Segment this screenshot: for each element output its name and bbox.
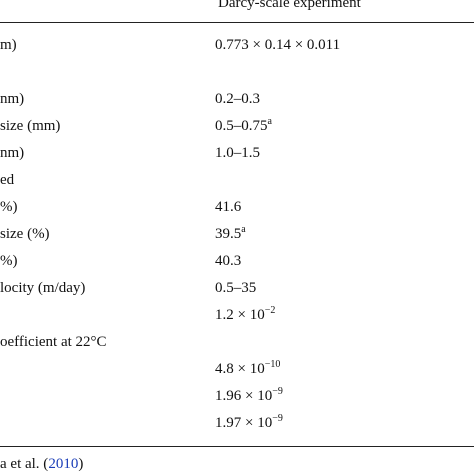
table-header: Darcy-scale experiment xyxy=(218,0,361,11)
header-rule xyxy=(0,22,474,23)
row-value-superscript: −2 xyxy=(264,305,276,316)
row-value: 4.8 × 10−10 xyxy=(215,359,281,380)
bottom-rule xyxy=(0,446,474,447)
row-value-text: 0.5–0.75 xyxy=(215,118,268,134)
row-value: 0.5–0.75a xyxy=(215,116,272,137)
row-value: 39.5a xyxy=(215,224,246,245)
row-value-text: 0.773 × 0.14 × 0.011 xyxy=(215,37,341,53)
row-label: locity (m/day) xyxy=(0,280,86,296)
row-value-superscript: −9 xyxy=(272,386,283,397)
citation-prefix: a et al. ( xyxy=(0,456,49,472)
row-value-superscript: −10 xyxy=(264,359,281,370)
row-value-superscript: a xyxy=(241,224,246,235)
row-value-superscript: −9 xyxy=(272,413,283,424)
row-value-text: 1.2 × 10 xyxy=(215,307,265,323)
row-label: oefficient at 22°C xyxy=(0,334,107,350)
row-value: 40.3 xyxy=(215,252,241,272)
row-value-text: 1.97 × 10 xyxy=(215,415,273,431)
row-value: 1.97 × 10−9 xyxy=(215,413,283,434)
row-label: %) xyxy=(0,253,18,269)
row-label: %) xyxy=(0,199,18,215)
row-label: ed xyxy=(0,172,15,188)
row-value: 0.2–0.3 xyxy=(215,90,260,110)
row-value: 0.773 × 0.14 × 0.011 xyxy=(215,36,340,56)
row-label: nm) xyxy=(0,145,25,161)
row-value-text: 40.3 xyxy=(215,253,242,269)
row-value: 1.2 × 10−2 xyxy=(215,305,276,326)
row-label: nm) xyxy=(0,91,25,107)
row-value-text: 41.6 xyxy=(215,199,242,215)
row-value-text: 1.96 × 10 xyxy=(215,388,273,404)
row-value: 41.6 xyxy=(215,198,241,218)
row-label: size (%) xyxy=(0,226,50,242)
row-value: 1.96 × 10−9 xyxy=(215,386,283,407)
row-value-text: 0.2–0.3 xyxy=(215,91,260,107)
row-value-superscript: a xyxy=(267,116,272,127)
row-value-text: 1.0–1.5 xyxy=(215,145,260,161)
row-label: size (mm) xyxy=(0,118,61,134)
row-value-text: 4.8 × 10 xyxy=(215,361,265,377)
row-value: 0.5–35 xyxy=(215,279,256,299)
row-value-text: 39.5 xyxy=(215,226,242,242)
citation-year[interactable]: 2010 xyxy=(48,456,79,472)
footnote-citation: a et al. (2010) xyxy=(0,455,83,473)
row-value-text: 0.5–35 xyxy=(215,280,257,296)
row-label: m) xyxy=(0,37,17,53)
row-value: 1.0–1.5 xyxy=(215,144,260,164)
citation-suffix: ) xyxy=(78,456,84,472)
